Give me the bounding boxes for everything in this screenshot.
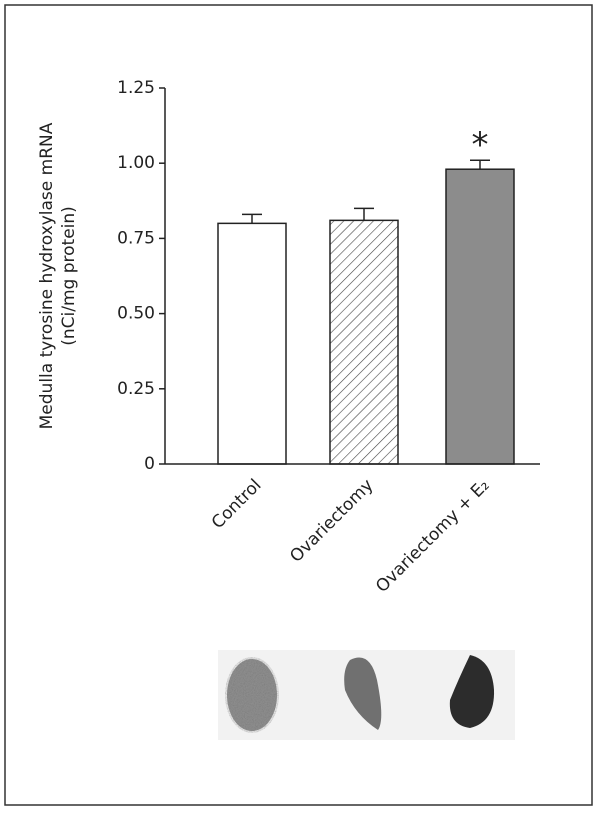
y-axis-label: (nCi/mg protein) [59, 206, 79, 346]
bar [217, 222, 287, 465]
y-tick-label: 0.50 [117, 304, 155, 324]
bar [445, 168, 515, 465]
y-tick-label: 1.25 [117, 78, 155, 98]
y-tick-label: 1.00 [117, 153, 155, 173]
annotation: * [472, 125, 489, 165]
blot-image [218, 650, 515, 740]
bar [329, 219, 399, 465]
y-tick-label: 0 [144, 454, 155, 474]
y-tick-label: 0.75 [117, 228, 155, 248]
y-axis-label: Medulla tyrosine hydroxylase mRNA [37, 122, 57, 429]
y-tick-label: 0.25 [117, 379, 155, 399]
